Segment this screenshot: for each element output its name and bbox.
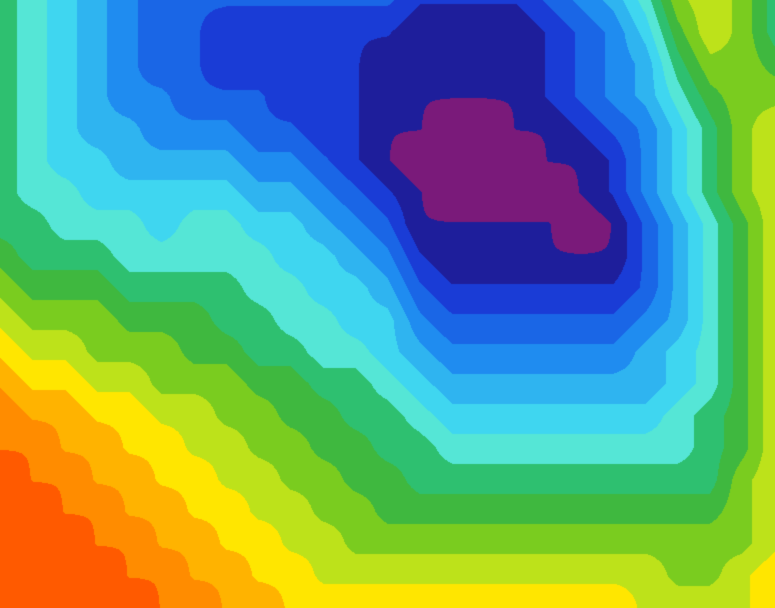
filled-contour-heatmap: [0, 0, 775, 608]
